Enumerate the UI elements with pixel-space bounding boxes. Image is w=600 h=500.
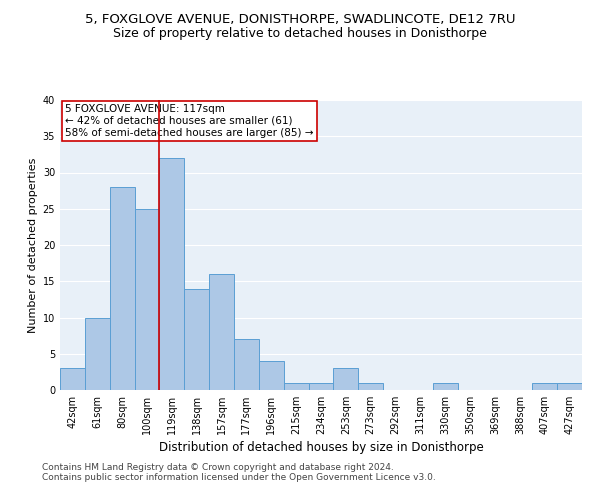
Bar bbox=[60, 368, 85, 390]
X-axis label: Distribution of detached houses by size in Donisthorpe: Distribution of detached houses by size … bbox=[158, 441, 484, 454]
Bar bbox=[433, 383, 458, 390]
Text: Contains HM Land Registry data © Crown copyright and database right 2024.: Contains HM Land Registry data © Crown c… bbox=[42, 464, 394, 472]
Y-axis label: Number of detached properties: Number of detached properties bbox=[28, 158, 38, 332]
Bar bbox=[134, 209, 160, 390]
Bar bbox=[532, 383, 557, 390]
Bar bbox=[209, 274, 234, 390]
Text: 5, FOXGLOVE AVENUE, DONISTHORPE, SWADLINCOTE, DE12 7RU: 5, FOXGLOVE AVENUE, DONISTHORPE, SWADLIN… bbox=[85, 12, 515, 26]
Bar bbox=[557, 383, 582, 390]
Bar bbox=[184, 288, 209, 390]
Bar bbox=[110, 187, 134, 390]
Text: 5 FOXGLOVE AVENUE: 117sqm
← 42% of detached houses are smaller (61)
58% of semi-: 5 FOXGLOVE AVENUE: 117sqm ← 42% of detac… bbox=[65, 104, 314, 138]
Bar bbox=[160, 158, 184, 390]
Text: Size of property relative to detached houses in Donisthorpe: Size of property relative to detached ho… bbox=[113, 28, 487, 40]
Text: Contains public sector information licensed under the Open Government Licence v3: Contains public sector information licen… bbox=[42, 474, 436, 482]
Bar bbox=[284, 383, 308, 390]
Bar bbox=[234, 339, 259, 390]
Bar bbox=[85, 318, 110, 390]
Bar bbox=[334, 368, 358, 390]
Bar bbox=[358, 383, 383, 390]
Bar bbox=[259, 361, 284, 390]
Bar bbox=[308, 383, 334, 390]
